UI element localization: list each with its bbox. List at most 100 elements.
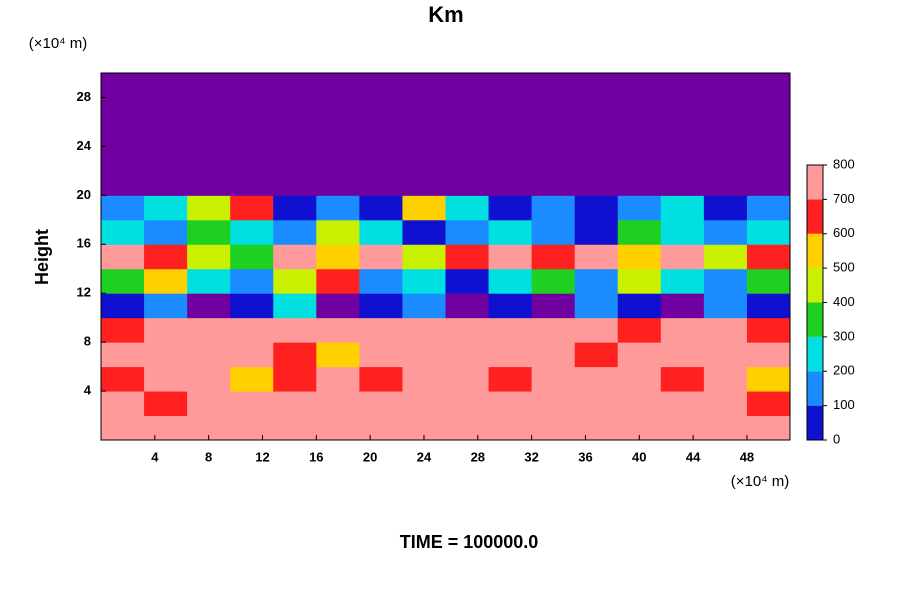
cell	[273, 391, 317, 417]
cell	[273, 146, 317, 172]
cell	[273, 342, 317, 368]
colorbar-segment	[807, 405, 823, 440]
cell	[531, 317, 576, 343]
cell	[187, 97, 231, 123]
cell	[101, 170, 145, 196]
y-tick-label: 16	[77, 236, 91, 251]
cell	[316, 317, 360, 343]
cell	[230, 195, 274, 221]
cell	[445, 293, 490, 319]
cell	[574, 342, 619, 368]
chart-title: Km	[428, 2, 463, 27]
cell	[402, 219, 446, 245]
cell	[703, 97, 748, 123]
cell	[445, 121, 490, 147]
colorbar-tick-label: 400	[833, 294, 855, 309]
cell	[488, 73, 533, 98]
cell	[488, 415, 533, 441]
colorbar-segment	[807, 199, 823, 234]
cell	[660, 268, 705, 294]
footer-time: TIME = 100000.0	[400, 532, 539, 552]
cell	[531, 219, 576, 245]
cell	[531, 244, 576, 270]
cell	[703, 73, 748, 98]
cell	[316, 146, 360, 172]
cell	[746, 73, 791, 98]
cell	[230, 391, 274, 417]
cell	[488, 219, 533, 245]
cell	[101, 121, 145, 147]
cell	[574, 195, 619, 221]
cell	[488, 293, 533, 319]
cell	[101, 391, 145, 417]
cell	[187, 268, 231, 294]
cell	[144, 146, 188, 172]
y-tick-label: 28	[77, 89, 91, 104]
cell	[402, 244, 446, 270]
cell	[703, 317, 748, 343]
colorbar-tick-label: 300	[833, 328, 855, 343]
cell	[746, 293, 791, 319]
cell	[101, 244, 145, 270]
cell	[101, 293, 145, 319]
cell	[445, 415, 490, 441]
colorbar-tick-label: 0	[833, 431, 840, 446]
y-tick-label: 8	[84, 334, 91, 349]
cell	[617, 366, 662, 392]
cell	[445, 391, 490, 417]
cell	[230, 293, 274, 319]
cell	[488, 391, 533, 417]
y-tick-label: 4	[84, 383, 92, 398]
cell	[660, 244, 705, 270]
cell	[230, 121, 274, 147]
cell	[703, 195, 748, 221]
cell	[359, 170, 403, 196]
cell	[144, 73, 188, 98]
x-tick-label: 20	[363, 449, 377, 464]
y-tick-label: 20	[77, 187, 91, 202]
cell	[187, 73, 231, 98]
cell	[574, 293, 619, 319]
cell	[574, 366, 619, 392]
cell	[746, 268, 791, 294]
cell	[574, 415, 619, 441]
cell	[746, 366, 791, 392]
cell	[402, 97, 446, 123]
cell	[187, 170, 231, 196]
colorbar-tick-label: 800	[833, 156, 855, 171]
cell	[273, 317, 317, 343]
cell	[402, 146, 446, 172]
cell	[703, 391, 748, 417]
cell	[703, 219, 748, 245]
cell	[101, 97, 145, 123]
cell	[230, 244, 274, 270]
cell	[746, 170, 791, 196]
cell	[273, 97, 317, 123]
cell	[316, 121, 360, 147]
cell	[746, 146, 791, 172]
cell	[144, 317, 188, 343]
cell	[660, 121, 705, 147]
cell	[703, 268, 748, 294]
cell	[359, 121, 403, 147]
cell	[144, 97, 188, 123]
cell	[316, 342, 360, 368]
cell	[359, 219, 403, 245]
colorbar-tick-label: 700	[833, 191, 855, 206]
cell	[531, 366, 576, 392]
cell	[402, 195, 446, 221]
cell	[144, 268, 188, 294]
cell	[617, 121, 662, 147]
cell	[273, 293, 317, 319]
cell	[574, 121, 619, 147]
cell	[746, 244, 791, 270]
cell	[660, 97, 705, 123]
cell	[531, 170, 576, 196]
cell	[230, 97, 274, 123]
cell	[144, 121, 188, 147]
cell	[101, 146, 145, 172]
cell	[531, 146, 576, 172]
x-tick-label: 44	[686, 449, 701, 464]
cell	[531, 293, 576, 319]
x-tick-label: 36	[578, 449, 592, 464]
